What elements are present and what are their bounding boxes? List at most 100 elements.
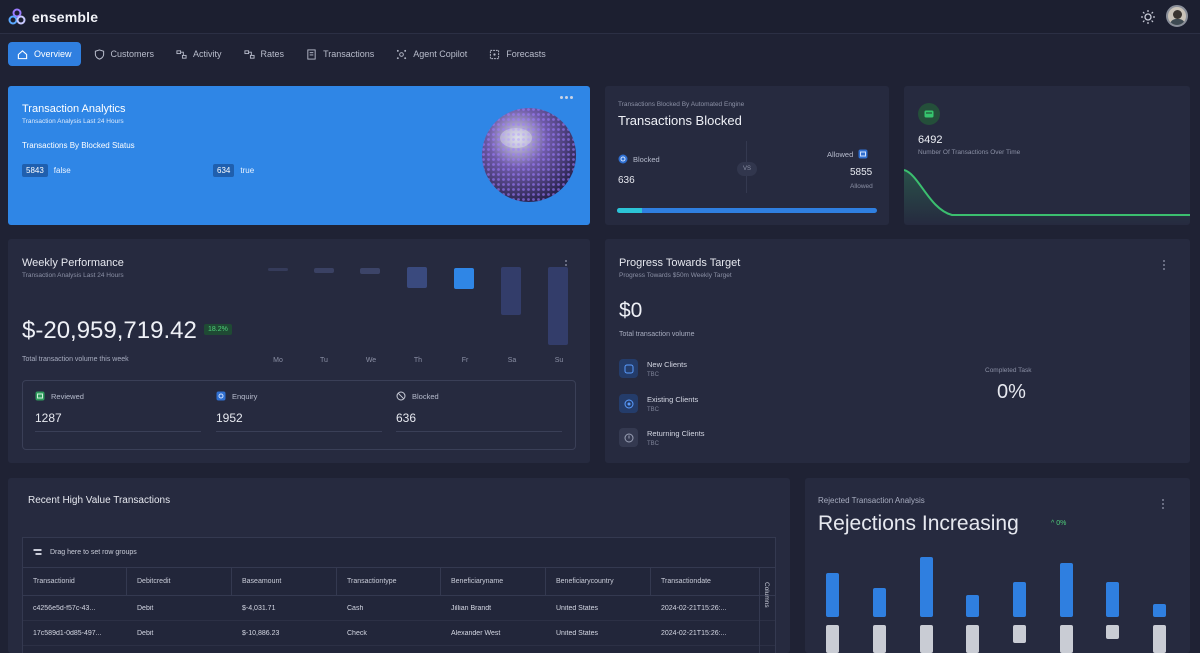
card-subtitle: Progress Towards $50m Weekly Target — [619, 272, 732, 279]
client-row-new: New Clients TBC — [619, 359, 687, 378]
stat-value: 1952 — [216, 411, 243, 425]
column-header[interactable]: Transactiondate — [661, 577, 711, 585]
sphere-illustration — [482, 108, 576, 202]
tab-overview[interactable]: Overview — [8, 42, 81, 66]
cell: Check — [347, 629, 367, 637]
day-label: Su — [554, 357, 564, 364]
true-count-badge: 634 true — [213, 164, 254, 177]
recent-transactions-card: Recent High Value Transactions Drag here… — [8, 478, 790, 653]
shield-icon — [94, 48, 104, 60]
more-menu-icon[interactable] — [1163, 260, 1165, 270]
target-caption: Total transaction volume — [619, 331, 695, 338]
column-header[interactable]: Beneficiarycountry — [546, 567, 651, 596]
column-header[interactable]: Transactionid — [23, 567, 127, 596]
column-header[interactable]: Transactiontype — [337, 567, 441, 596]
cell: Alexander West — [451, 629, 501, 637]
rejection-base-bar — [966, 625, 979, 653]
main-nav: Overview Customers Activity Rates Transa… — [8, 42, 555, 66]
theme-toggle-sun-icon[interactable] — [1140, 9, 1156, 25]
cell: $-4,031.71 — [242, 604, 276, 612]
app-name: ensemble — [32, 9, 99, 25]
existing-clients-icon — [624, 399, 633, 408]
stat-blocked: Blocked 636 — [396, 391, 564, 432]
columns-label: Columns — [763, 582, 770, 608]
client-name: New Clients — [647, 360, 688, 369]
client-row-returning: Returning Clients TBC — [619, 428, 705, 447]
day-label: Fr — [461, 357, 469, 364]
table-row[interactable]: 17c589d1-0d85-497... Debit $-10,886.23 C… — [23, 621, 775, 646]
stat-value: 1287 — [35, 411, 62, 425]
table-row[interactable]: c4256e5d-f57c-43... Debit $-4,031.71 Cas… — [23, 596, 775, 621]
card-title: Transaction Analytics — [22, 103, 126, 115]
day-label: Sa — [507, 357, 517, 364]
tab-label: Customers — [110, 49, 155, 59]
cell: 2024-02-21T15:26:... — [661, 604, 727, 612]
column-header[interactable]: Baseamount — [232, 567, 337, 596]
rates-icon — [244, 49, 255, 59]
blocked-status-title: Transactions By Blocked Status — [22, 141, 135, 150]
card-subtitle: Transaction Analysis Last 24 Hours — [22, 118, 124, 125]
day-bar — [548, 267, 568, 345]
badge-count: 634 — [213, 164, 235, 177]
tab-customers[interactable]: Customers — [85, 42, 164, 66]
client-name: Existing Clients — [647, 395, 699, 404]
completed-task-label: Completed Task — [985, 367, 1032, 374]
cell: United States — [556, 629, 599, 637]
stat-value: 636 — [396, 411, 417, 425]
blocked-value: 636 — [618, 175, 635, 186]
column-header[interactable]: Beneficiaryname — [441, 567, 546, 596]
target-amount: $0 — [619, 299, 643, 322]
grid-header: Transactionid Debitcredit Baseamount Tra… — [23, 567, 775, 596]
columns-side-tab[interactable]: Columns — [759, 568, 775, 653]
card-title: Progress Towards Target — [619, 257, 741, 269]
day-bar — [407, 267, 427, 288]
rejection-bar — [1106, 582, 1119, 617]
badge-count: 5843 — [22, 164, 48, 177]
vs-badge: VS — [737, 162, 757, 176]
rejection-base-bar — [920, 625, 933, 653]
column-header[interactable]: Debitcredit — [127, 567, 232, 596]
tab-label: Agent Copilot — [413, 49, 468, 59]
block-icon — [396, 391, 406, 401]
weekly-performance-card: Weekly Performance Transaction Analysis … — [8, 239, 590, 463]
count-trend-line — [904, 169, 1190, 225]
tab-rates[interactable]: Rates — [235, 42, 294, 66]
rejection-base-bar — [1060, 625, 1073, 653]
tab-label: Transactions — [323, 49, 375, 59]
cell: c4256e5d-f57c-43... — [33, 604, 96, 612]
cell: 2024-02-21T15:26:... — [661, 629, 727, 637]
rejection-bar — [966, 595, 979, 617]
more-menu-icon[interactable] — [1162, 499, 1164, 509]
tab-forecasts[interactable]: Forecasts — [480, 42, 555, 66]
blocked-label: Blocked — [618, 154, 660, 164]
day-bar — [501, 267, 521, 315]
tab-activity[interactable]: Activity — [167, 42, 231, 66]
app-logo[interactable]: ensemble — [8, 8, 98, 26]
rejection-bar — [873, 588, 886, 617]
day-bar — [360, 268, 380, 274]
card-subtitle: Transaction Analysis Last 24 Hours — [22, 272, 124, 279]
tab-label: Forecasts — [506, 49, 546, 59]
cell: 17c589d1-0d85-497... — [33, 629, 102, 637]
rejection-bar — [1060, 563, 1073, 617]
transactions-blocked-card: Transactions Blocked By Automated Engine… — [605, 86, 889, 225]
transactions-grid: Drag here to set row groups Transactioni… — [22, 537, 776, 653]
tab-agent-copilot[interactable]: Agent Copilot — [387, 42, 476, 66]
cell: $-10,886.23 — [242, 629, 280, 637]
progress-target-card: Progress Towards Target Progress Towards… — [605, 239, 1190, 463]
copilot-icon — [397, 49, 407, 59]
row-group-dropzone[interactable]: Drag here to set row groups — [23, 538, 775, 568]
blocked-ratio-bar — [617, 208, 877, 213]
blocked-icon — [618, 154, 628, 164]
client-row-existing: Existing Clients TBC — [619, 394, 698, 413]
tab-transactions[interactable]: Transactions — [297, 42, 383, 66]
user-avatar[interactable] — [1166, 5, 1188, 27]
tab-label: Activity — [193, 49, 222, 59]
completed-task-value: 0% — [997, 381, 1026, 403]
badge-label: false — [53, 166, 71, 175]
group-icon — [33, 549, 42, 555]
card-subtitle: Rejected Transaction Analysis — [818, 496, 925, 505]
document-icon — [307, 48, 316, 60]
carousel-dots[interactable] — [560, 96, 573, 99]
client-value: TBC — [647, 407, 659, 413]
